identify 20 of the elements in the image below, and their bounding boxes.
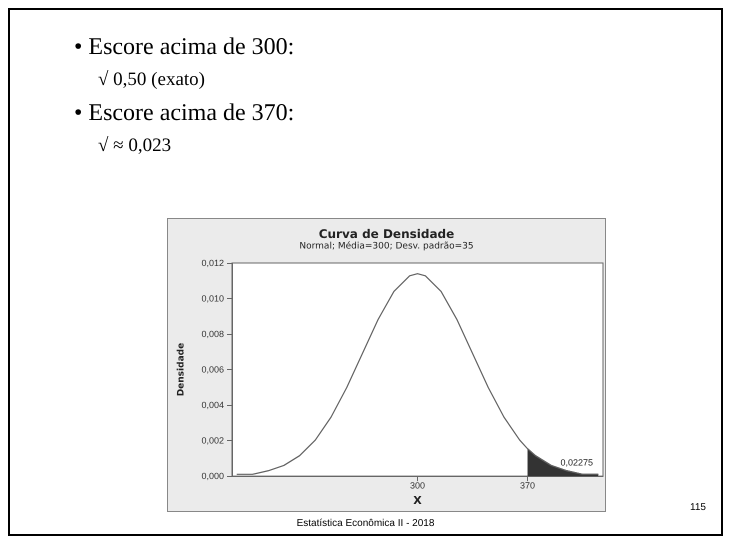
x-tick-label: 300 xyxy=(410,480,426,491)
x-axis-title: X xyxy=(413,494,422,507)
y-axis-title: Densidade xyxy=(176,342,186,396)
text: • Escore acima de 300: xyxy=(74,33,294,62)
x-tick-label: 370 xyxy=(520,480,536,491)
text: • Escore acima de 370: xyxy=(74,99,294,128)
text: 115 xyxy=(690,502,706,513)
text: Estatística Econômica II - 2018 xyxy=(296,518,436,529)
chart-title: Curva de Densidade xyxy=(318,227,454,241)
y-tick-label: 0,012 xyxy=(201,258,224,268)
text: √ ≈ 0,023 xyxy=(97,134,172,158)
text: √ 0,50 (exato) xyxy=(97,68,206,92)
y-tick-label: 0,010 xyxy=(201,294,224,304)
y-tick-label: 0,002 xyxy=(201,436,224,446)
annotation: 0,02275 xyxy=(560,458,594,468)
chart-subtitle: Normal; Média=300; Desv. padrão=35 xyxy=(299,240,474,252)
y-tick-label: 0,000 xyxy=(201,471,224,482)
y-tick-label: 0,004 xyxy=(201,400,224,410)
y-tick-label: 0,008 xyxy=(201,329,224,340)
y-tick-label: 0,006 xyxy=(201,364,224,375)
